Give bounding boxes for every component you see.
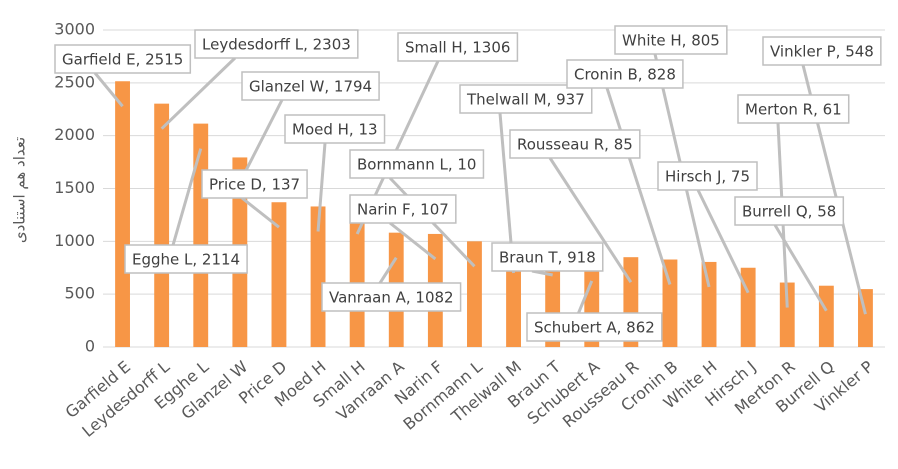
y-tick-label: 500 <box>64 284 95 303</box>
y-axis-label: تعداد هم استنادی <box>11 137 29 243</box>
y-tick-label: 1000 <box>54 231 95 250</box>
data-label: White H, 805 <box>622 32 720 50</box>
y-tick-label: 1500 <box>54 178 95 197</box>
chart: تعداد هم استنادی 0 500 1000 1500 2000 2500 300… <box>0 0 898 469</box>
data-label: Price D, 137 <box>209 176 300 194</box>
data-label: Burrell Q, 58 <box>742 203 836 221</box>
data-label: Egghe L, 2114 <box>132 251 240 269</box>
data-label: Vanraan A, 1082 <box>329 289 454 307</box>
data-label: Garfield E, 2515 <box>62 51 183 69</box>
bar <box>154 104 169 347</box>
bar <box>467 241 482 347</box>
y-tick-label: 3000 <box>54 20 95 39</box>
bar <box>115 81 130 347</box>
bar <box>702 262 717 347</box>
y-tick-label: 0 <box>85 337 95 356</box>
data-label: Glanzel W, 1794 <box>249 78 372 96</box>
data-label: Schubert A, 862 <box>534 319 655 337</box>
bar <box>350 209 365 347</box>
data-label: Merton R, 61 <box>745 101 842 119</box>
data-label: Rousseau R, 85 <box>517 136 633 154</box>
data-label: Braun T, 918 <box>499 249 596 267</box>
bar <box>819 286 834 347</box>
y-tick-label: 2000 <box>54 125 95 144</box>
data-label: Vinkler P, 548 <box>770 43 874 61</box>
data-label: Moed H, 13 <box>292 121 378 139</box>
y-tick-label: 2500 <box>54 72 95 91</box>
data-label: Leydesdorff L, 2303 <box>202 36 351 54</box>
bar <box>193 124 208 347</box>
data-label: Hirsch J, 75 <box>665 168 750 186</box>
data-label: Narin F, 107 <box>357 201 449 219</box>
data-label: Bornmann L, 10 <box>357 156 476 174</box>
data-label: Thelwall M, 937 <box>466 91 585 109</box>
data-label: Cronin B, 828 <box>574 66 676 84</box>
data-label: Small H, 1306 <box>405 39 510 57</box>
